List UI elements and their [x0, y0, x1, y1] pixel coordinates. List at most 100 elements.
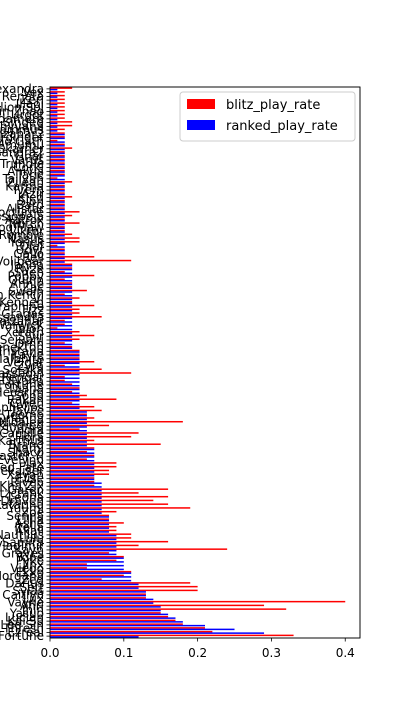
bar-blitz-play-rate — [50, 417, 95, 419]
bar-ranked-play-rate — [50, 594, 146, 597]
category-label: Talon — [12, 322, 44, 336]
bar-blitz-play-rate — [50, 559, 117, 562]
bar-ranked-play-rate — [50, 238, 65, 241]
bar-blitz-play-rate — [50, 623, 183, 625]
category-label: Zoe — [21, 505, 44, 519]
category-label: Tristana — [0, 344, 44, 358]
bar-blitz-play-rate — [50, 495, 169, 498]
category-label: Aatrox — [5, 213, 44, 227]
category-label: Xerath — [4, 326, 44, 340]
bar-blitz-play-rate — [50, 304, 95, 307]
bar-blitz-play-rate — [50, 484, 95, 487]
bar-ranked-play-rate — [50, 340, 73, 342]
bar-blitz-play-rate — [50, 548, 228, 550]
bar-blitz-play-rate — [50, 199, 65, 202]
bar-blitz-play-rate — [50, 177, 58, 179]
bar-ranked-play-rate — [50, 141, 65, 143]
bar-ranked-play-rate — [50, 542, 117, 544]
bar-ranked-play-rate — [50, 171, 65, 173]
bar-ranked-play-rate — [50, 178, 65, 181]
bar-blitz-play-rate — [50, 349, 80, 352]
bar-ranked-play-rate — [50, 493, 102, 496]
bar-blitz-play-rate — [50, 109, 65, 112]
category-label: Lissandra — [0, 311, 44, 325]
bar-ranked-play-rate — [50, 369, 80, 372]
bar-blitz-play-rate — [50, 402, 73, 404]
bar-blitz-play-rate — [50, 151, 65, 153]
bar-blitz-play-rate — [50, 458, 87, 460]
bar-blitz-play-rate — [50, 207, 65, 209]
category-label: Alexandra — [0, 82, 44, 96]
bar-ranked-play-rate — [50, 115, 58, 117]
category-label: Lux — [23, 592, 44, 606]
category-label: Jax — [25, 457, 44, 471]
category-label: Ryze — [16, 262, 44, 276]
bar-blitz-play-rate — [50, 316, 102, 318]
x-tick-label: 0.1 — [114, 646, 133, 660]
category-label: Soraka — [3, 363, 44, 377]
category-label: Darius — [5, 577, 44, 591]
bar-ranked-play-rate — [50, 328, 73, 331]
category-label: Thresh — [2, 622, 44, 636]
bar-blitz-play-rate — [50, 338, 80, 341]
category-label: Rammus — [0, 123, 44, 137]
bar-blitz-play-rate — [50, 301, 73, 303]
bar-ranked-play-rate — [50, 122, 58, 125]
legend-swatch — [187, 99, 215, 109]
category-label: Ezreal — [7, 625, 44, 639]
bar-blitz-play-rate — [50, 570, 132, 573]
category-label: Graves — [2, 547, 44, 561]
bar-blitz-play-rate — [50, 428, 80, 430]
category-label: Kayle — [11, 348, 44, 362]
category-label: Jhin — [21, 603, 44, 617]
category-label: Zac — [22, 281, 44, 295]
bar-blitz-play-rate — [50, 567, 87, 569]
bar-ranked-play-rate — [50, 377, 80, 379]
bar-ranked-play-rate — [50, 88, 58, 91]
category-label: Miss Fortune — [0, 378, 44, 392]
bar-ranked-play-rate — [50, 208, 65, 211]
bar-ranked-play-rate — [50, 167, 65, 170]
bar-blitz-play-rate — [50, 346, 73, 348]
bar-blitz-play-rate — [50, 480, 95, 483]
bar-ranked-play-rate — [50, 613, 169, 616]
category-label: Nidalee — [0, 415, 44, 429]
bar-blitz-play-rate — [50, 147, 73, 149]
bar-blitz-play-rate — [50, 473, 110, 475]
bar-ranked-play-rate — [50, 459, 95, 462]
category-label: Katarina — [0, 498, 44, 512]
bar-ranked-play-rate — [50, 325, 73, 327]
bar-ranked-play-rate — [50, 512, 102, 514]
bar-blitz-play-rate — [50, 226, 65, 228]
bar-blitz-play-rate — [50, 241, 80, 243]
bar-ranked-play-rate — [50, 92, 58, 95]
category-label: Zeri — [20, 93, 44, 107]
bar-ranked-play-rate — [50, 534, 117, 537]
category-label: Amumu — [0, 138, 44, 152]
bar-blitz-play-rate — [50, 604, 265, 607]
bar-ranked-play-rate — [50, 235, 65, 237]
category-label: Yuumi — [7, 502, 44, 516]
bar-blitz-play-rate — [50, 589, 198, 592]
category-label: Yasuo — [9, 607, 44, 621]
bar-blitz-play-rate — [50, 544, 139, 547]
bar-ranked-play-rate — [50, 437, 87, 439]
category-label: Lissandra2 — [0, 146, 44, 160]
bar-ranked-play-rate — [50, 306, 73, 308]
category-label: Viego — [10, 562, 44, 576]
bar-blitz-play-rate — [50, 413, 87, 415]
bar-ranked-play-rate — [50, 133, 65, 136]
bar-ranked-play-rate — [50, 343, 73, 346]
category-label: Mordekaiser — [0, 464, 44, 478]
bar-blitz-play-rate — [50, 450, 87, 453]
category-label: Renekton — [0, 341, 44, 355]
category-label: Ahri — [20, 599, 44, 613]
bar-blitz-play-rate — [50, 181, 73, 183]
bar-blitz-play-rate — [50, 443, 161, 445]
category-label: Yone — [15, 550, 44, 564]
bars-group — [50, 87, 346, 638]
category-label: Seraphine — [0, 299, 44, 313]
bar-ranked-play-rate — [50, 227, 65, 230]
bar-blitz-play-rate — [50, 634, 294, 637]
